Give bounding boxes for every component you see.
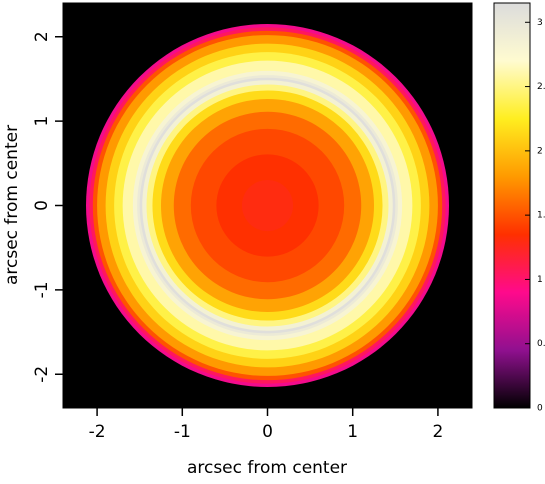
colorbar-tick-label: 1 [537,275,543,285]
y-tick-label: -1 [32,281,52,298]
y-tick-label: 0 [32,200,52,211]
colorbar-tick-label: 0 [537,404,543,414]
colorbar-tick-label: 1.5 [537,211,545,221]
x-tick-label: -2 [89,422,106,442]
x-tick-label: -1 [174,422,191,442]
x-tick-label: 2 [433,422,444,442]
colorbar-tick-label: 2.5 [537,82,545,92]
intensity-ring [241,179,294,232]
y-tick-label: -2 [32,366,52,383]
colorbar [493,2,531,409]
x-tick-label: 0 [262,422,273,442]
y-tick-label: 2 [32,31,52,42]
y-tick-label: 1 [32,116,52,127]
y-axis-label: arcsec from center [2,125,22,285]
x-axis-label: arcsec from center [187,458,347,478]
x-tick-label: 1 [347,422,358,442]
colorbar-tick-label: 2 [537,146,543,156]
colorbar-tick-label: 0.5 [537,339,545,349]
colorbar-tick-label: 3 [537,18,543,28]
